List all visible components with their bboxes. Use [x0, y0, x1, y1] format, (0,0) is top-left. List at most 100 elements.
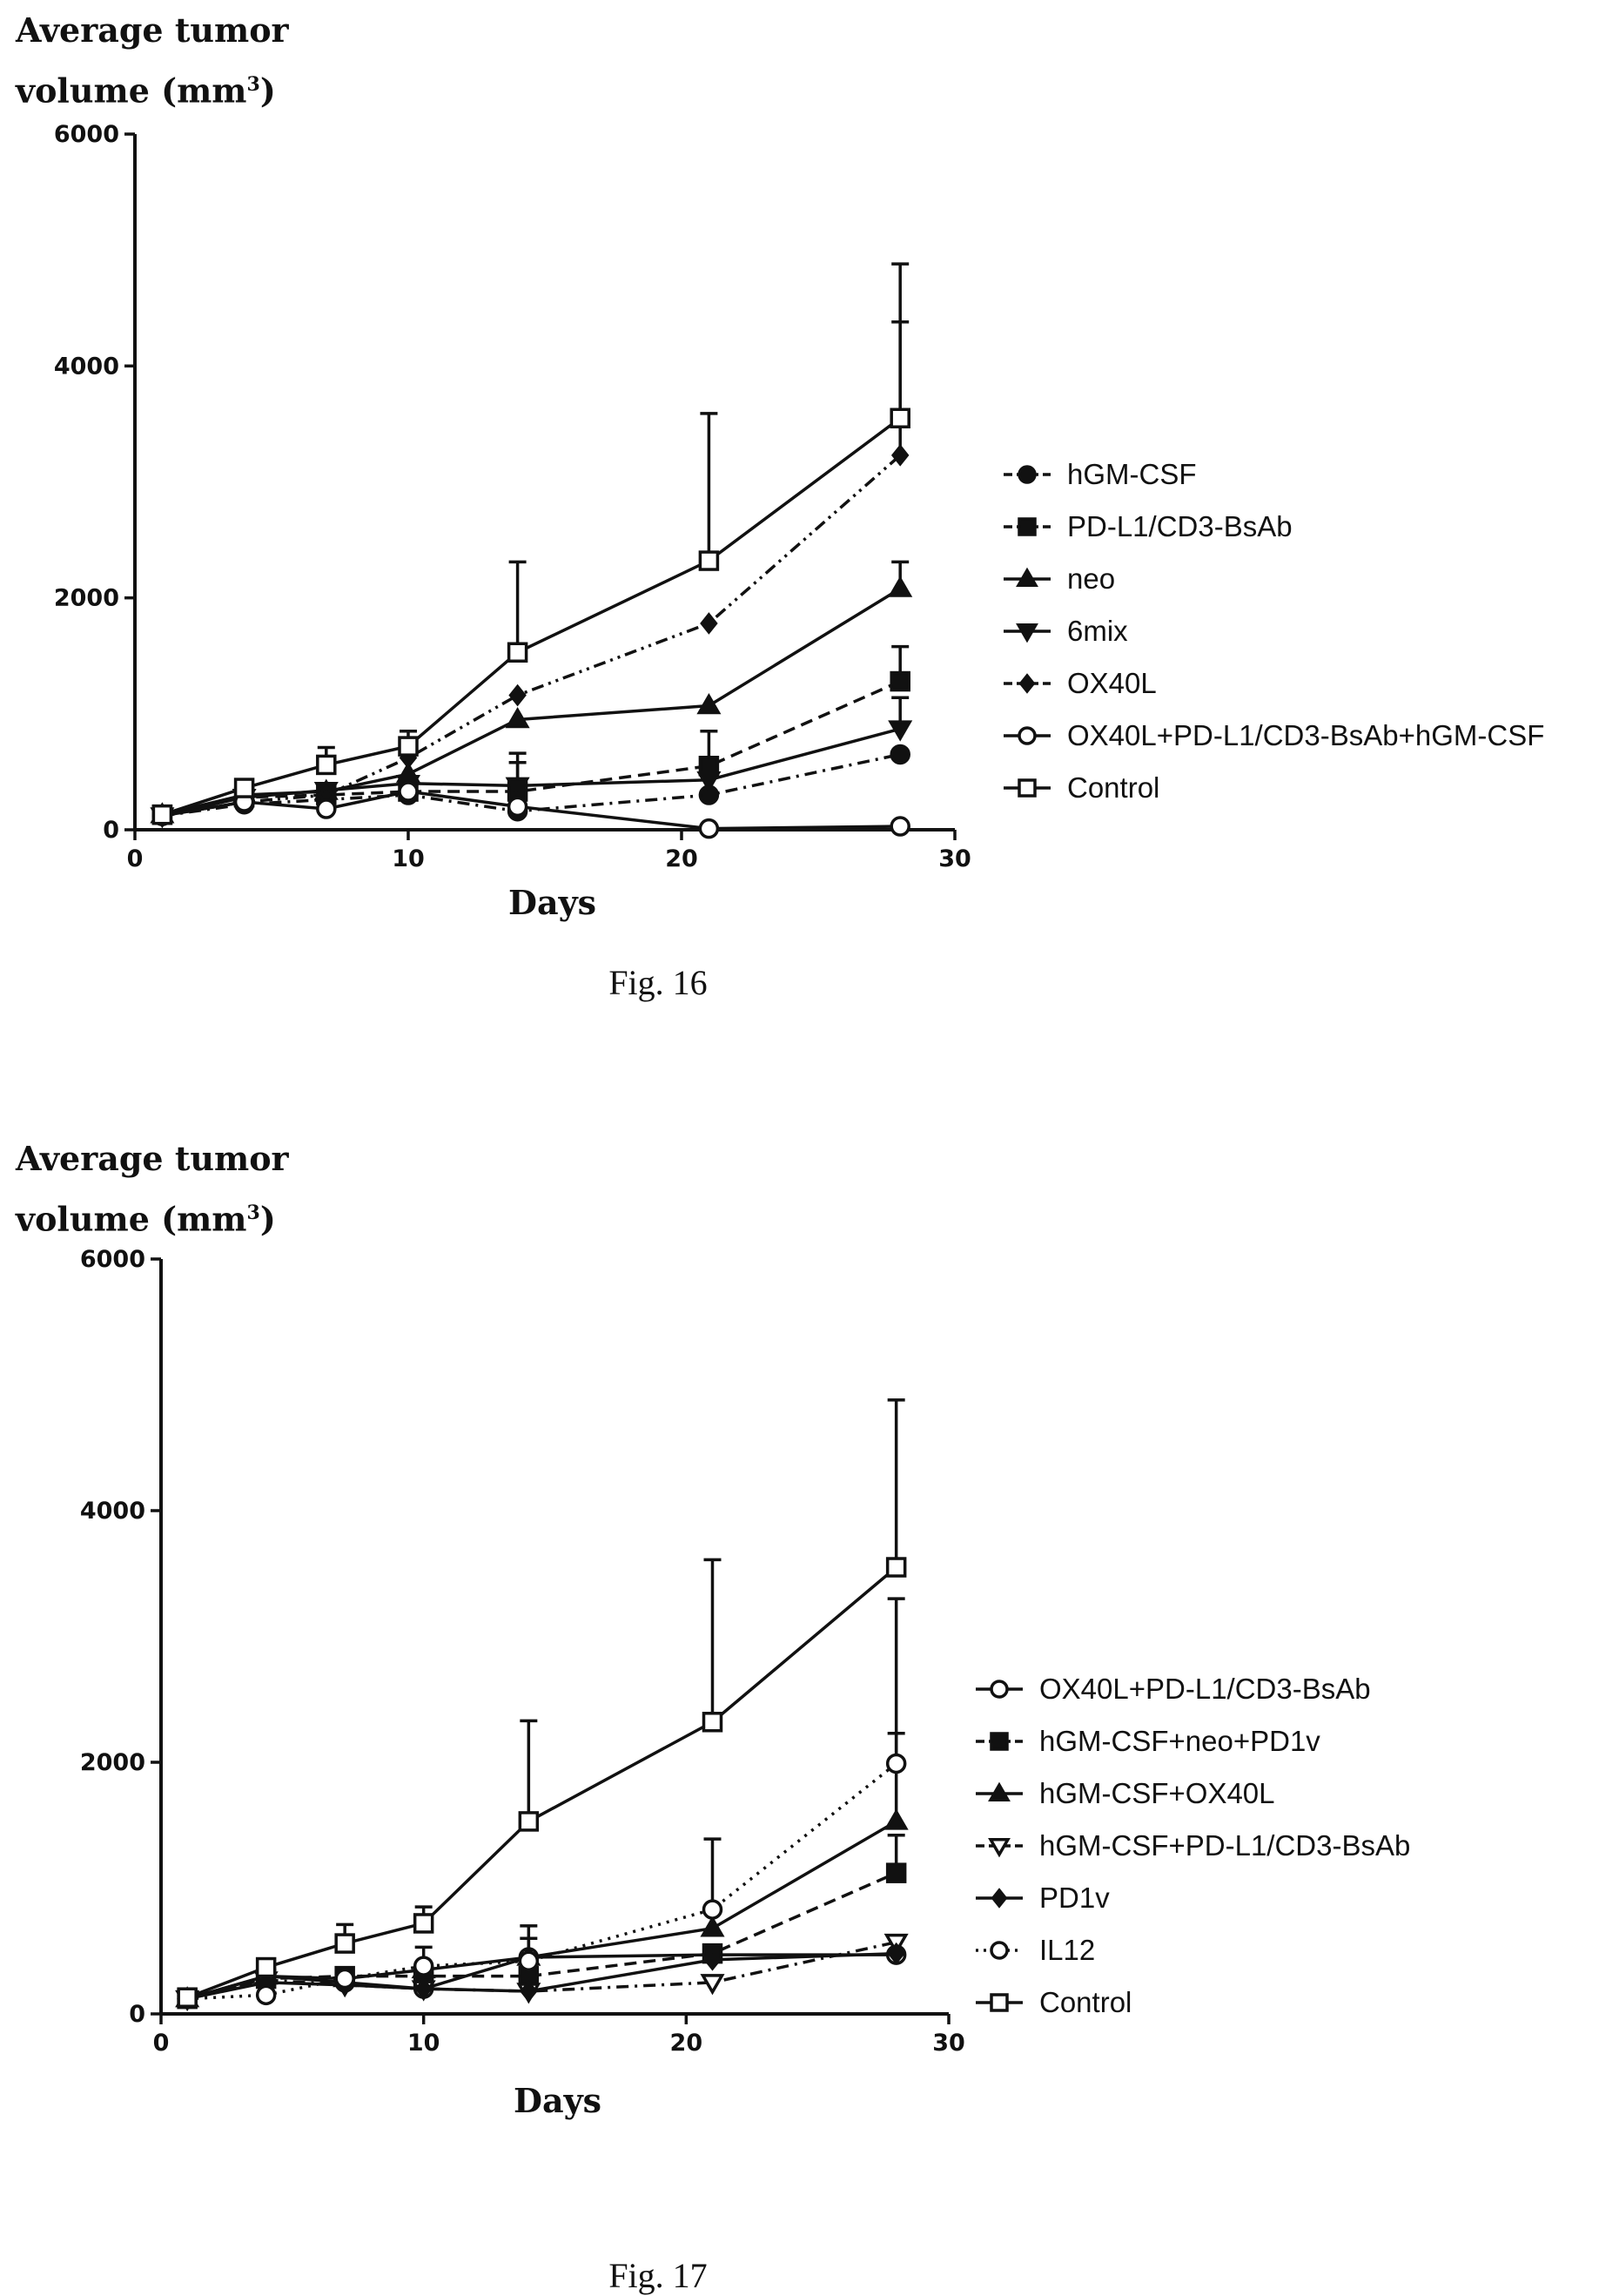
legend-label: neo: [1067, 562, 1116, 595]
legend-label: hGM-CSF+OX40L: [1039, 1777, 1275, 1809]
data-point: [505, 777, 530, 798]
y-axis-label-close: ): [259, 1199, 276, 1239]
x-tick-label: 20: [665, 845, 698, 872]
y-axis-label: Average tumor volume (mm3): [16, 3, 289, 118]
series-line: [186, 1820, 897, 2001]
y-axis-label-superscript: 3: [246, 73, 260, 96]
y-tick-label: 0: [103, 817, 119, 844]
data-point: [890, 444, 910, 467]
series-6: [177, 1398, 907, 2008]
series-line: [162, 454, 902, 818]
data-point: [885, 1753, 907, 1774]
data-point: [890, 744, 910, 765]
data-point: [890, 670, 910, 692]
legend-label: PD1v: [1039, 1882, 1110, 1914]
data-point: [255, 1984, 277, 2006]
y-tick-label: 6000: [54, 121, 119, 148]
legend-item: hGM-CSF+neo+PD1v: [973, 1715, 1410, 1767]
legend-swatch: [1004, 623, 1051, 643]
data-point: [885, 1862, 907, 1883]
data-point: [398, 736, 419, 757]
legend-label: Control: [1067, 771, 1160, 804]
legend-marker: [988, 1838, 1011, 1858]
legend-swatch: [976, 1838, 1023, 1858]
legend-item: 6mix: [1001, 605, 1544, 657]
x-axis-label: Days: [508, 883, 597, 922]
data-point: [413, 1913, 434, 1934]
y-axis-label: Average tumor volume (mm3): [16, 1132, 289, 1247]
figure-caption: Fig. 17: [608, 2256, 708, 2295]
legend-item: PD1v: [973, 1872, 1410, 1924]
y-tick-label: 4000: [54, 353, 119, 380]
legend-label: IL12: [1039, 1934, 1096, 1966]
legend-marker: [990, 1993, 1009, 2012]
legend-label: OX40L+PD-L1/CD3-BsAb: [1039, 1673, 1371, 1705]
legend-item: neo: [1001, 553, 1544, 605]
data-point: [883, 1808, 909, 1830]
y-axis-label-close: ): [259, 71, 276, 111]
x-tick-label: 10: [407, 2030, 440, 2057]
figure-caption: Fig. 16: [608, 963, 708, 1002]
legend-label: hGM-CSF+neo+PD1v: [1039, 1725, 1320, 1757]
legend-marker: [1016, 567, 1038, 587]
data-point: [700, 1916, 725, 1937]
legend-swatch: [1004, 567, 1051, 587]
data-point: [334, 1968, 355, 1990]
legend-label: hGM-CSF: [1067, 458, 1197, 490]
legend-label: OX40L+PD-L1/CD3-BsAb+hGM-CSF: [1067, 719, 1545, 751]
data-point: [518, 1950, 540, 1972]
y-tick-label: 6000: [80, 1246, 145, 1273]
legend-marker: [1018, 726, 1037, 745]
legend-swatch: [1004, 726, 1051, 745]
legend-item: hGM-CSF: [1001, 448, 1544, 501]
data-point: [334, 1933, 355, 1954]
legend-item: PD-L1/CD3-BsAb: [1001, 501, 1544, 553]
data-point: [890, 816, 910, 837]
data-point: [505, 706, 530, 729]
x-tick-label: 0: [153, 2030, 170, 2057]
data-point: [887, 1942, 905, 1965]
legend-item: hGM-CSF+PD-L1/CD3-BsAb: [973, 1820, 1410, 1872]
data-point: [888, 576, 913, 597]
data-point: [177, 1987, 198, 2008]
data-point: [316, 754, 337, 776]
data-point: [698, 818, 720, 839]
legend-marker: [990, 1680, 1009, 1699]
data-point: [518, 1811, 540, 1832]
y-tick-label: 2000: [54, 585, 119, 612]
series-6: [151, 262, 910, 825]
data-point: [700, 612, 718, 635]
legend-swatch: [976, 1993, 1023, 2012]
legend-marker: [990, 1941, 1009, 1960]
legend-label: Control: [1039, 1986, 1132, 2018]
legend-marker: [1016, 623, 1038, 643]
x-tick-label: 30: [938, 845, 971, 872]
series-5: [177, 1597, 907, 2010]
legend-swatch: [1004, 517, 1051, 536]
data-point: [316, 798, 337, 819]
line-chart-fig16: 0 2000 4000 6000 0 10 20 30: [54, 121, 971, 872]
y-axis-label-line1: Average tumor: [16, 1139, 289, 1178]
data-point: [702, 1899, 723, 1920]
legend-marker: [991, 1888, 1008, 1909]
data-point: [151, 804, 173, 825]
chart-panel-fig16: Average tumor volume (mm3) 0 2000 4000 6000…: [0, 0, 1619, 1132]
data-point: [885, 1557, 907, 1578]
legend-item: Control: [973, 1976, 1410, 2029]
series-line: [186, 1565, 897, 1999]
legend-swatch: [1004, 673, 1051, 694]
chart-panel-fig17: Average tumor volume (mm3) 0 2000 4000 6000…: [0, 1132, 1619, 2295]
legend-item: OX40L+PD-L1/CD3-BsAb+hGM-CSF: [1001, 710, 1544, 762]
legend-label: OX40L: [1067, 667, 1157, 699]
data-point: [414, 1977, 433, 2000]
y-axis-label-line2: volume (mm: [16, 71, 247, 111]
legend-swatch: [976, 1781, 1023, 1801]
series-line: [187, 1762, 897, 2001]
series-line: [186, 1871, 897, 2001]
legend-label: hGM-CSF+PD-L1/CD3-BsAb: [1039, 1829, 1411, 1862]
legend-marker: [988, 1781, 1011, 1801]
y-axis-label-line1: Average tumor: [16, 10, 289, 50]
data-point: [888, 720, 913, 742]
data-point: [703, 1949, 722, 1971]
legend-label: PD-L1/CD3-BsAb: [1067, 510, 1293, 542]
